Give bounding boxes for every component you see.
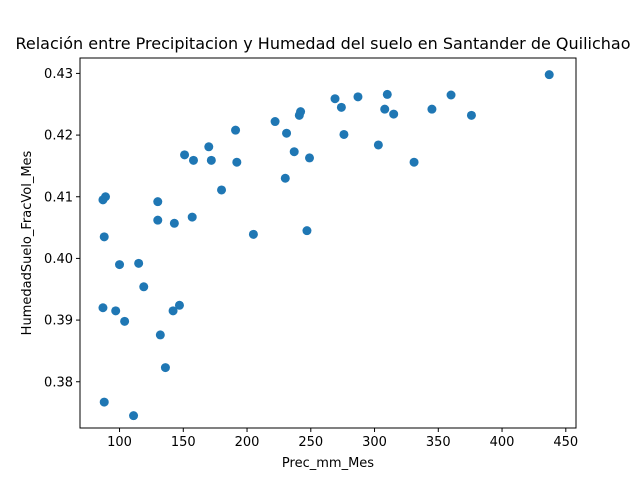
data-point — [353, 92, 363, 102]
data-point — [305, 153, 315, 163]
y-tick-label: 0.43 — [44, 67, 73, 82]
data-point — [188, 155, 198, 165]
data-point — [115, 260, 125, 270]
x-tick-label: 400 — [490, 435, 515, 450]
data-point — [206, 155, 216, 165]
data-point — [129, 411, 139, 421]
data-point — [134, 258, 144, 268]
data-point — [231, 125, 241, 135]
data-point — [204, 142, 214, 152]
data-point — [169, 218, 179, 228]
data-point — [153, 197, 163, 207]
data-point — [409, 157, 419, 167]
y-tick-label: 0.39 — [44, 314, 73, 329]
x-tick-label: 200 — [235, 435, 260, 450]
data-point — [153, 215, 163, 225]
data-point — [187, 212, 197, 222]
y-tick-label: 0.40 — [44, 252, 73, 267]
data-point — [282, 128, 292, 138]
data-point — [155, 330, 165, 340]
data-point — [270, 117, 280, 127]
y-tick-label: 0.41 — [44, 190, 73, 205]
data-point — [139, 282, 149, 292]
chart-title: Relación entre Precipitacion y Humedad d… — [15, 34, 630, 53]
data-point — [446, 90, 456, 100]
data-point — [217, 185, 227, 195]
data-point — [382, 89, 392, 99]
data-point — [466, 110, 476, 120]
data-point — [98, 303, 108, 313]
data-point — [101, 192, 111, 202]
x-tick-label: 150 — [171, 435, 196, 450]
data-point — [302, 226, 312, 236]
data-point — [373, 140, 383, 150]
plot-frame — [79, 57, 577, 429]
x-tick-label: 300 — [362, 435, 387, 450]
data-point — [160, 363, 170, 373]
data-point — [248, 229, 258, 239]
x-tick-label: 450 — [553, 435, 578, 450]
data-point — [111, 306, 121, 316]
data-point — [389, 109, 399, 119]
data-point — [120, 316, 130, 326]
data-point — [180, 150, 190, 160]
y-axis-label: HumedadSuelo_FracVol_Mes — [20, 150, 35, 335]
data-point — [168, 306, 178, 316]
data-point — [339, 129, 349, 139]
data-point — [232, 157, 242, 167]
data-point — [544, 70, 554, 80]
x-tick-label: 350 — [426, 435, 451, 450]
x-tick-label: 250 — [298, 435, 323, 450]
y-tick-label: 0.38 — [44, 375, 73, 390]
data-point — [336, 102, 346, 112]
y-axis-ticks: 0.38 0.39 0.40 0.41 0.42 0.43 — [44, 67, 80, 390]
data-point — [99, 232, 109, 242]
x-tick-label: 100 — [107, 435, 132, 450]
data-point — [296, 107, 306, 117]
data-point — [380, 104, 390, 114]
data-point — [289, 147, 299, 157]
y-tick-label: 0.42 — [44, 129, 73, 144]
data-point — [280, 173, 290, 183]
x-axis-label: Prec_mm_Mes — [282, 456, 374, 471]
data-points — [98, 70, 554, 421]
x-axis-ticks: 100 150 200 250 300 350 400 450 — [107, 428, 578, 450]
data-point — [330, 94, 340, 104]
data-point — [427, 104, 437, 114]
data-point — [174, 300, 184, 310]
data-point — [99, 397, 109, 407]
